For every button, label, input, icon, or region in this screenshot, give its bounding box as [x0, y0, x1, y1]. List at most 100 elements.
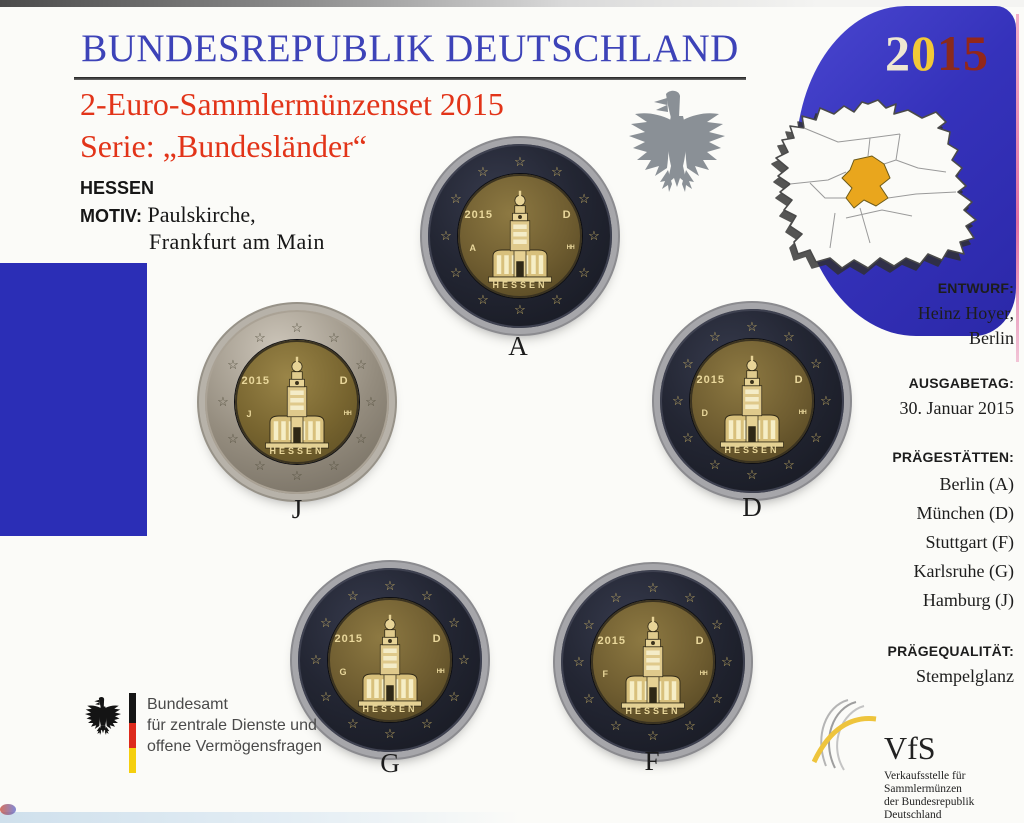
- euro-star-icon: [447, 616, 461, 630]
- page-title: BUNDESREPUBLIK DEUTSCHLAND: [81, 27, 739, 70]
- bundesamt-text: Bundesamt für zentrale Dienste und offen…: [147, 694, 322, 757]
- year-digit: 1: [937, 25, 963, 81]
- coin-center: 2015 D J HH HESSEN: [235, 340, 359, 464]
- praegequalitaet-label: PRÄGEQUALITÄT:: [887, 643, 1014, 659]
- euro-star-icon: [253, 331, 267, 345]
- euro-star-icon: [513, 303, 527, 317]
- coin-engraver-initials: HH: [436, 668, 445, 675]
- coin-label-d: D: [742, 492, 762, 522]
- coin-engraver-initials: HH: [343, 410, 352, 417]
- coin-year: 2015: [334, 632, 363, 645]
- vfs-logo-icon: [811, 694, 878, 772]
- coin-country-letter: D: [794, 373, 803, 386]
- coin-state-label: HESSEN: [492, 280, 548, 291]
- coin-country-letter: D: [695, 634, 704, 647]
- euro-star-icon: [226, 432, 240, 446]
- euro-star-icon: [476, 165, 490, 179]
- euro-star-icon: [681, 431, 695, 445]
- euro-star-icon: [290, 469, 304, 483]
- coin-center: 2015 D A HH HESSEN: [458, 174, 582, 298]
- euro-star-icon: [572, 655, 586, 669]
- euro-star-icon: [290, 321, 304, 335]
- flag-gold: [129, 748, 136, 773]
- ausgabetag-value: 30. Januar 2015: [899, 398, 1014, 418]
- coin-mint-letter: D: [701, 408, 708, 419]
- coin-state-label: HESSEN: [362, 704, 418, 715]
- euro-star-icon: [710, 692, 724, 706]
- vfs-line: Verkaufsstelle für Sammlermünzen: [884, 770, 966, 795]
- scan-edge-top: [0, 0, 1024, 7]
- euro-star-icon: [609, 719, 623, 733]
- coin-mint-letter: A: [469, 243, 476, 254]
- euro-star-icon: [383, 579, 397, 593]
- euro-star-icon: [671, 394, 685, 408]
- euro-star-icon: [253, 459, 267, 473]
- euro-star-icon: [710, 618, 724, 632]
- euro-star-icon: [364, 395, 378, 409]
- scan-edge-right: [1016, 14, 1019, 362]
- euro-star-icon: [708, 330, 722, 344]
- coin-center: 2015 D G HH HESSEN: [328, 598, 452, 722]
- euro-star-icon: [745, 320, 759, 334]
- coin-j: 2015 D J HH HESSEN: [205, 310, 389, 494]
- mint-item: München (D): [916, 503, 1014, 523]
- euro-star-icon: [577, 266, 591, 280]
- motiv-value: Paulskirche,: [142, 202, 256, 227]
- bundesamt-line: offene Vermögensfragen: [147, 738, 322, 755]
- coin-country-letter: D: [562, 208, 571, 221]
- flag-black: [129, 693, 136, 723]
- euro-star-icon: [309, 653, 323, 667]
- paulskirche-icon: [719, 355, 785, 449]
- praegestaetten-label: PRÄGESTÄTTEN:: [892, 449, 1014, 465]
- euro-star-icon: [383, 727, 397, 741]
- euro-star-icon: [609, 591, 623, 605]
- mint-item: Karlsruhe (G): [913, 561, 1014, 581]
- coin-country-letter: D: [432, 632, 441, 645]
- coin-mint-letter: F: [602, 669, 608, 680]
- coin-year: 2015: [464, 208, 493, 221]
- coin-f: 2015 D F HH HESSEN: [561, 570, 745, 754]
- coin-label-j: J: [291, 494, 303, 524]
- left-blue-panel: [0, 263, 147, 536]
- euro-star-icon: [216, 395, 230, 409]
- flag-red: [129, 723, 136, 748]
- coin-mint-letter: J: [246, 409, 252, 420]
- mint-item: Hamburg (J): [922, 590, 1014, 610]
- motiv-line: MOTIV: Paulskirche,: [80, 202, 256, 228]
- bundesamt-eagle-icon: [85, 697, 121, 735]
- mint-item: Berlin (A): [939, 474, 1014, 494]
- coin-state-label: HESSEN: [724, 445, 780, 456]
- scan-smudge: [0, 804, 16, 815]
- euro-star-icon: [447, 690, 461, 704]
- coin-label-f: F: [644, 746, 660, 776]
- euro-star-icon: [327, 459, 341, 473]
- euro-star-icon: [646, 581, 660, 595]
- vfs-acronym: VfS: [884, 730, 936, 766]
- bundesamt-line: für zentrale Dienste und: [147, 717, 317, 734]
- euro-star-icon: [439, 229, 453, 243]
- year-badge-text: 2015: [862, 24, 1012, 82]
- vfs-subtitle: Verkaufsstelle für Sammlermünzen der Bun…: [884, 770, 1024, 822]
- euro-star-icon: [782, 330, 796, 344]
- euro-star-icon: [720, 655, 734, 669]
- coin-engraver-initials: HH: [699, 670, 708, 677]
- coin-state-label: HESSEN: [625, 706, 681, 717]
- coin-d: 2015 D D HH HESSEN: [660, 309, 844, 493]
- euro-star-icon: [354, 358, 368, 372]
- euro-star-icon: [582, 618, 596, 632]
- paulskirche-icon: [487, 190, 553, 284]
- euro-star-icon: [577, 192, 591, 206]
- coin-year: 2015: [597, 634, 626, 647]
- bundesamt-line: Bundesamt: [147, 696, 228, 713]
- coin-year: 2015: [696, 373, 725, 386]
- coin-country-letter: D: [339, 374, 348, 387]
- coin-engraver-initials: HH: [798, 409, 807, 416]
- coin-a: 2015 D A HH HESSEN: [428, 144, 612, 328]
- entwurf-name: Heinz Hoyer,: [917, 303, 1014, 323]
- euro-star-icon: [683, 591, 697, 605]
- euro-star-icon: [327, 331, 341, 345]
- euro-star-icon: [449, 266, 463, 280]
- mint-item: Stuttgart (F): [925, 532, 1015, 552]
- coin-center: 2015 D D HH HESSEN: [690, 339, 814, 463]
- year-digit: 2: [885, 25, 911, 81]
